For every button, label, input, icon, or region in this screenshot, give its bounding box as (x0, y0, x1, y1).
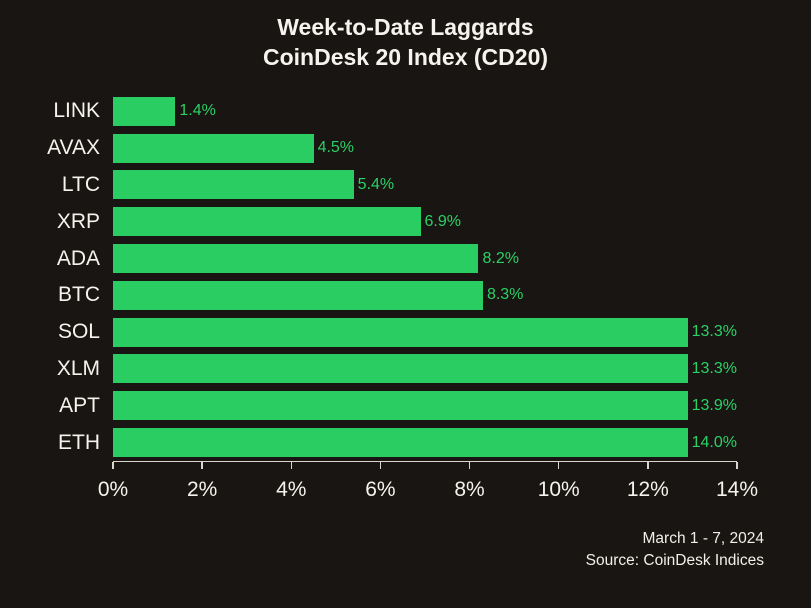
axis-tick-label: 6% (365, 477, 396, 501)
bar (113, 207, 421, 237)
bar-chart: LINK 1.4% AVAX 4.5% LTC 5.4% XRP 6.9% ADA 8.2% BTC… (47, 93, 758, 522)
value-label: 5.4% (357, 175, 395, 193)
bar (113, 391, 688, 421)
bar (113, 170, 354, 200)
chart-rows: LINK 1.4% AVAX 4.5% LTC 5.4% XRP 6.9% ADA 8.2% BTC… (47, 93, 737, 461)
value-label: 1.4% (179, 102, 216, 120)
bar (113, 428, 688, 458)
axis-tick-label: 0% (97, 477, 129, 501)
value-label: 13.3% (691, 323, 737, 341)
axis-tick-mark (557, 461, 560, 469)
bar-track: 13.9% (113, 387, 737, 424)
axis-tick-mark (112, 461, 114, 469)
category-label: XLM (56, 356, 100, 380)
page-title-line2: CoinDesk 20 Index (CD20) (262, 44, 549, 71)
category-label: ETH (58, 430, 100, 454)
axis-tick-label: 4% (276, 477, 307, 501)
page-title-line1: Week-to-Date Laggards (277, 14, 534, 40)
axis-tick-mark (647, 461, 649, 469)
footer-date: March 1 - 7, 2024 (642, 530, 764, 547)
category-label: LTC (61, 172, 100, 196)
value-label: 6.9% (424, 212, 461, 230)
axis-tick-mark (201, 461, 203, 469)
bar-track: 13.3% (113, 314, 737, 351)
bar-track: 13.3% (113, 351, 737, 388)
x-axis-line: 0% 2% 4% 6% 8% 10% 12% 14% (98, 460, 758, 522)
chart-row: XLM 13.3% (57, 351, 737, 388)
axis-tick-mark (290, 461, 293, 469)
category-label: BTC (58, 283, 100, 307)
value-label: 8.2% (482, 249, 519, 267)
category-label: XRP (56, 209, 100, 233)
bar (113, 280, 483, 310)
chart-row: APT 13.9% (59, 387, 737, 424)
category-label: AVAX (47, 136, 100, 160)
page-title: Week-to-Date Laggards CoinDesk 20 Index … (0, 12, 811, 73)
value-label: 4.5% (317, 139, 355, 157)
bar-track: 4.5% (113, 130, 737, 167)
bar-track: 8.3% (113, 277, 737, 314)
bar (113, 133, 314, 163)
axis-tick-mark (379, 461, 382, 469)
chart-row: LINK 1.4% (53, 93, 737, 130)
chart-row: ETH 14.0% (58, 424, 737, 461)
chart-row: XRP 6.9% (57, 203, 737, 240)
chart-footer: March 1 - 7, 2024 Source: CoinDesk Indic… (586, 528, 764, 573)
value-label: 13.3% (691, 359, 737, 377)
bar (113, 96, 176, 126)
bar (113, 354, 688, 384)
value-label: 14.0% (691, 433, 737, 451)
category-label: LINK (53, 99, 100, 123)
bar-track: 6.9% (113, 203, 737, 240)
bar-track: 14.0% (113, 424, 737, 461)
axis-tick-label: 2% (186, 477, 218, 501)
axis-tick-label: 14% (715, 477, 759, 501)
bar (113, 244, 479, 274)
axis-tick-label: 10% (537, 477, 580, 501)
axis-tick-label: 12% (626, 477, 669, 501)
bar-track: 8.2% (113, 240, 737, 277)
category-label: ADA (56, 246, 100, 270)
chart-row: AVAX 4.5% (47, 130, 737, 167)
bar (113, 317, 688, 347)
chart-row: BTC 8.3% (58, 277, 737, 314)
bar-track: 5.4% (113, 167, 737, 204)
value-label: 13.9% (691, 396, 737, 414)
chart-row: ADA 8.2% (57, 240, 737, 277)
axis-tick-mark (736, 461, 738, 469)
axis-tick-mark (468, 461, 471, 469)
category-label: SOL (57, 320, 100, 344)
chart-row: SOL 13.3% (58, 314, 737, 351)
value-label: 8.3% (486, 286, 524, 304)
chart-row: LTC 5.4% (62, 167, 737, 204)
axis-tick-label: 8% (454, 477, 485, 501)
bar-track: 1.4% (113, 93, 737, 130)
category-label: APT (59, 393, 100, 417)
footer-source: Source: CoinDesk Indices (585, 552, 764, 570)
